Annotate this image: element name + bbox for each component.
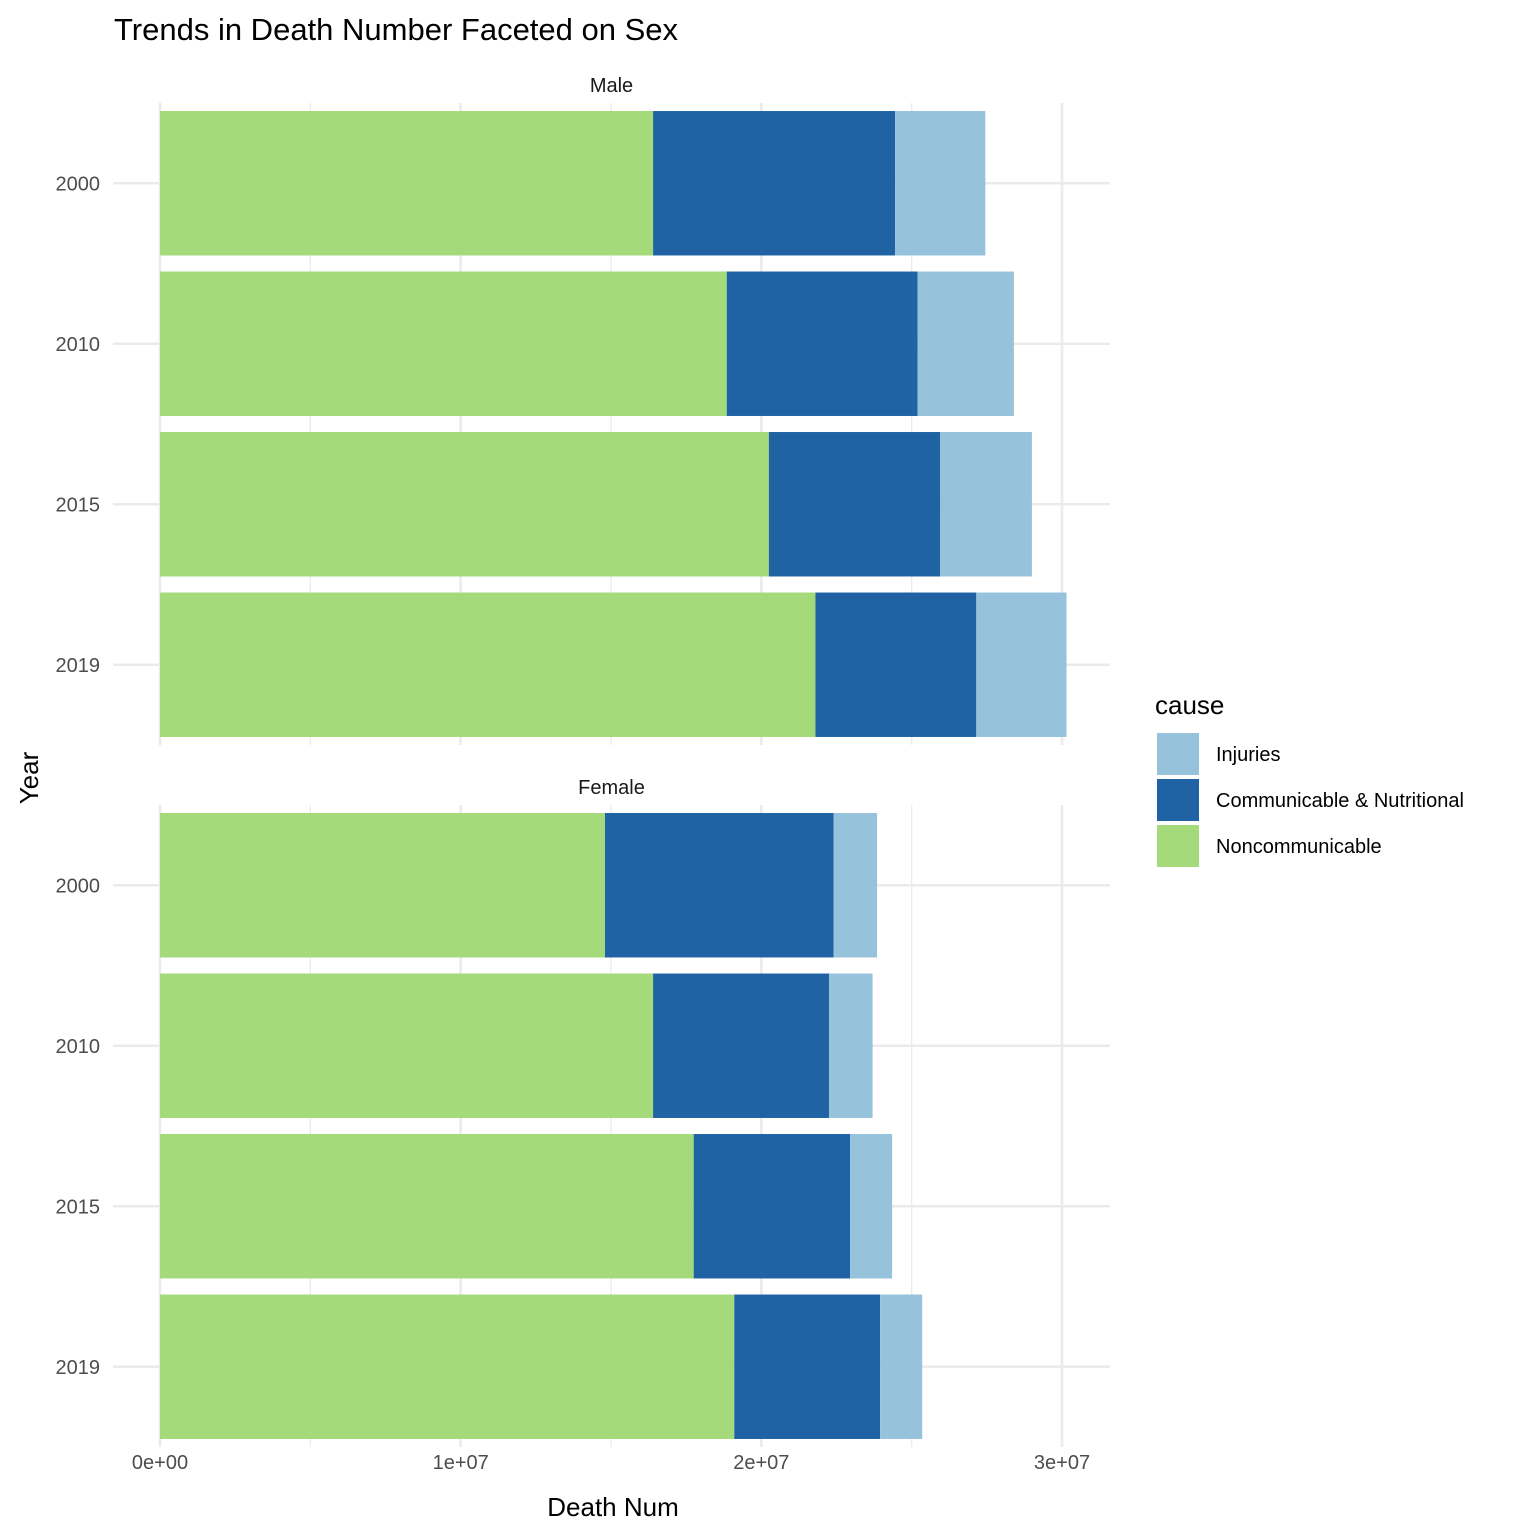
- x-tick-label: 2e+07: [733, 1452, 789, 1474]
- bar-segment-communicable-nutritional: [726, 271, 918, 416]
- bar-segment-noncommunicable: [160, 1134, 694, 1279]
- bar-segment-noncommunicable: [160, 432, 769, 577]
- legend-label: Injuries: [1216, 744, 1280, 766]
- y-tick-label: 2010: [56, 1036, 101, 1058]
- legend-label: Noncommunicable: [1216, 836, 1382, 858]
- bar-segment-noncommunicable: [160, 813, 605, 958]
- bar-segment-communicable-nutritional: [768, 432, 941, 577]
- bar-segment-communicable-nutritional: [604, 813, 834, 958]
- bar-segment-injuries: [895, 111, 986, 256]
- y-tick-label: 2000: [56, 173, 101, 195]
- x-axis-title: Death Num: [547, 1492, 679, 1522]
- bar-segment-communicable-nutritional: [734, 1294, 881, 1439]
- y-tick-label: 2015: [56, 494, 101, 516]
- facet-panel-male: Male 2000 2010 2015 2019: [56, 75, 1110, 745]
- y-tick-label: 2010: [56, 334, 101, 356]
- bar-segment-injuries: [833, 813, 878, 958]
- bar-segment-injuries: [940, 432, 1032, 577]
- bar-segment-communicable-nutritional: [653, 111, 896, 256]
- legend: cause Injuries Communicable & Nutritional…: [1155, 690, 1464, 867]
- y-axis-title: Year: [14, 751, 44, 804]
- x-tick-label: 1e+07: [433, 1452, 489, 1474]
- y-tick-label: 2015: [56, 1196, 101, 1218]
- y-tick-label: 2019: [56, 655, 101, 677]
- y-tick-label: 2000: [56, 875, 101, 897]
- legend-label: Communicable & Nutritional: [1216, 790, 1464, 812]
- bar-segment-communicable-nutritional: [815, 592, 977, 737]
- chart-title: Trends in Death Number Faceted on Sex: [114, 12, 679, 47]
- bar-segment-injuries: [976, 592, 1067, 737]
- legend-key: [1157, 733, 1199, 775]
- facet-panels: Male 2000 2010 2015 2019 Female 2000 2010 2015 20…: [56, 75, 1110, 1474]
- bar-segment-injuries: [850, 1134, 893, 1279]
- bar-segment-noncommunicable: [160, 973, 654, 1118]
- bar-segment-injuries: [917, 271, 1014, 416]
- bar-segment-communicable-nutritional: [693, 1134, 851, 1279]
- facet-strip-label: Female: [578, 777, 645, 799]
- legend-title: cause: [1155, 690, 1224, 720]
- x-tick-label: 0e+00: [132, 1452, 188, 1474]
- y-tick-label: 2019: [56, 1357, 101, 1379]
- facet-panel-female: Female 2000 2010 2015 2019: [56, 777, 1110, 1447]
- legend-key: [1157, 825, 1199, 867]
- bar-segment-noncommunicable: [160, 592, 816, 737]
- bar-segment-noncommunicable: [160, 1294, 735, 1439]
- bar-segment-injuries: [880, 1294, 923, 1439]
- facet-strip-label: Male: [590, 75, 633, 97]
- bar-segment-communicable-nutritional: [653, 973, 829, 1118]
- x-tick-label: 3e+07: [1034, 1452, 1090, 1474]
- legend-key: [1157, 779, 1199, 821]
- bar-segment-injuries: [828, 973, 873, 1118]
- bar-segment-noncommunicable: [160, 271, 727, 416]
- bar-segment-noncommunicable: [160, 111, 654, 256]
